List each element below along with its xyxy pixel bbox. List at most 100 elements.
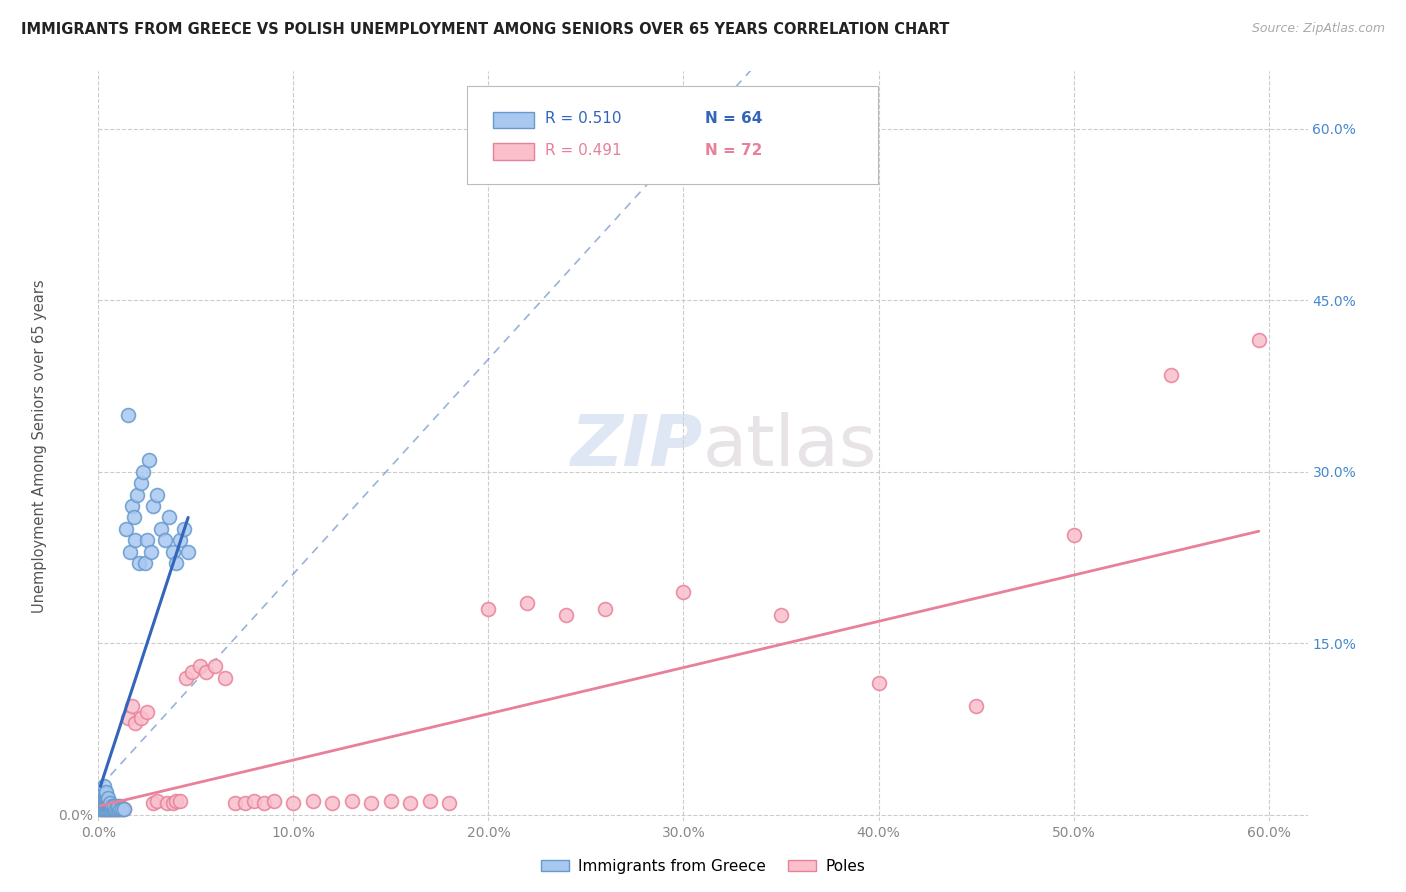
Y-axis label: Unemployment Among Seniors over 65 years: Unemployment Among Seniors over 65 years	[32, 279, 48, 613]
Immigrants from Greece	[101, 798, 124, 813]
Poles	[103, 798, 125, 813]
Text: atlas: atlas	[703, 411, 877, 481]
Immigrants from Greece	[138, 453, 160, 467]
Poles	[97, 802, 120, 816]
Immigrants from Greece	[107, 802, 129, 816]
Poles	[672, 585, 695, 599]
Poles	[243, 794, 266, 808]
Immigrants from Greece	[103, 802, 125, 816]
Immigrants from Greece	[134, 556, 156, 570]
Poles	[112, 802, 135, 816]
Poles	[89, 794, 111, 808]
Poles	[101, 798, 124, 813]
Poles	[93, 802, 115, 816]
Immigrants from Greece	[108, 802, 131, 816]
Immigrants from Greece	[101, 802, 124, 816]
Poles	[97, 798, 120, 813]
Poles	[93, 794, 115, 808]
Immigrants from Greece	[103, 798, 125, 813]
Immigrants from Greece	[96, 802, 118, 816]
Poles	[360, 797, 382, 811]
Poles	[253, 797, 276, 811]
FancyBboxPatch shape	[492, 112, 534, 128]
Poles	[108, 798, 131, 813]
Immigrants from Greece	[97, 798, 120, 813]
Text: N = 72: N = 72	[706, 143, 763, 158]
Poles	[98, 798, 121, 813]
Poles	[283, 797, 305, 811]
Poles	[214, 671, 236, 685]
Immigrants from Greece	[93, 798, 115, 813]
Immigrants from Greece	[121, 499, 143, 513]
Immigrants from Greece	[122, 510, 145, 524]
Poles	[96, 798, 118, 813]
Poles	[111, 802, 134, 816]
Poles	[107, 802, 129, 816]
Immigrants from Greece	[124, 533, 146, 548]
Immigrants from Greece	[91, 797, 114, 811]
Poles	[399, 797, 422, 811]
Immigrants from Greece	[112, 802, 135, 816]
Poles	[156, 797, 179, 811]
Poles	[224, 797, 246, 811]
Text: ZIP: ZIP	[571, 411, 703, 481]
Immigrants from Greece	[139, 545, 162, 559]
Immigrants from Greece	[114, 522, 136, 536]
Poles	[104, 802, 127, 816]
Immigrants from Greece	[97, 794, 120, 808]
Immigrants from Greece	[89, 802, 111, 816]
Poles	[93, 797, 115, 811]
Immigrants from Greece	[107, 798, 129, 813]
Poles	[302, 794, 325, 808]
Immigrants from Greece	[132, 465, 155, 479]
Immigrants from Greece	[118, 545, 141, 559]
Immigrants from Greece	[162, 545, 184, 559]
Poles	[91, 798, 114, 813]
Immigrants from Greece	[89, 797, 111, 811]
Poles	[93, 798, 115, 813]
Immigrants from Greece	[111, 802, 134, 816]
Poles	[96, 797, 118, 811]
Poles	[136, 705, 159, 719]
Immigrants from Greece	[93, 802, 115, 816]
Immigrants from Greece	[128, 556, 150, 570]
Immigrants from Greece	[96, 790, 118, 805]
Text: R = 0.491: R = 0.491	[544, 143, 621, 158]
Poles	[98, 802, 121, 816]
Immigrants from Greece	[96, 788, 118, 802]
Poles	[516, 596, 538, 610]
Immigrants from Greece	[127, 488, 149, 502]
Immigrants from Greece	[93, 785, 115, 799]
Poles	[124, 716, 146, 731]
Poles	[340, 794, 363, 808]
Poles	[169, 794, 191, 808]
Poles	[174, 671, 197, 685]
Immigrants from Greece	[93, 797, 115, 811]
Poles	[91, 797, 114, 811]
Text: N = 64: N = 64	[706, 112, 763, 126]
Immigrants from Greece	[91, 790, 114, 805]
Poles	[121, 699, 143, 714]
Poles	[439, 797, 461, 811]
Poles	[117, 711, 139, 725]
Immigrants from Greece	[98, 798, 121, 813]
Poles	[188, 659, 211, 673]
Poles	[194, 665, 217, 679]
Poles	[97, 794, 120, 808]
Immigrants from Greece	[96, 794, 118, 808]
Immigrants from Greece	[146, 488, 169, 502]
Immigrants from Greece	[104, 802, 127, 816]
Poles	[263, 794, 285, 808]
Immigrants from Greece	[93, 790, 115, 805]
Immigrants from Greece	[98, 797, 121, 811]
Poles	[91, 794, 114, 808]
Poles	[477, 602, 499, 616]
Poles	[165, 794, 187, 808]
Immigrants from Greece	[96, 797, 118, 811]
Immigrants from Greece	[173, 522, 195, 536]
Poles	[89, 798, 111, 813]
FancyBboxPatch shape	[492, 144, 534, 160]
Immigrants from Greece	[96, 798, 118, 813]
Poles	[101, 802, 124, 816]
Legend: Immigrants from Greece, Poles: Immigrants from Greece, Poles	[534, 853, 872, 880]
